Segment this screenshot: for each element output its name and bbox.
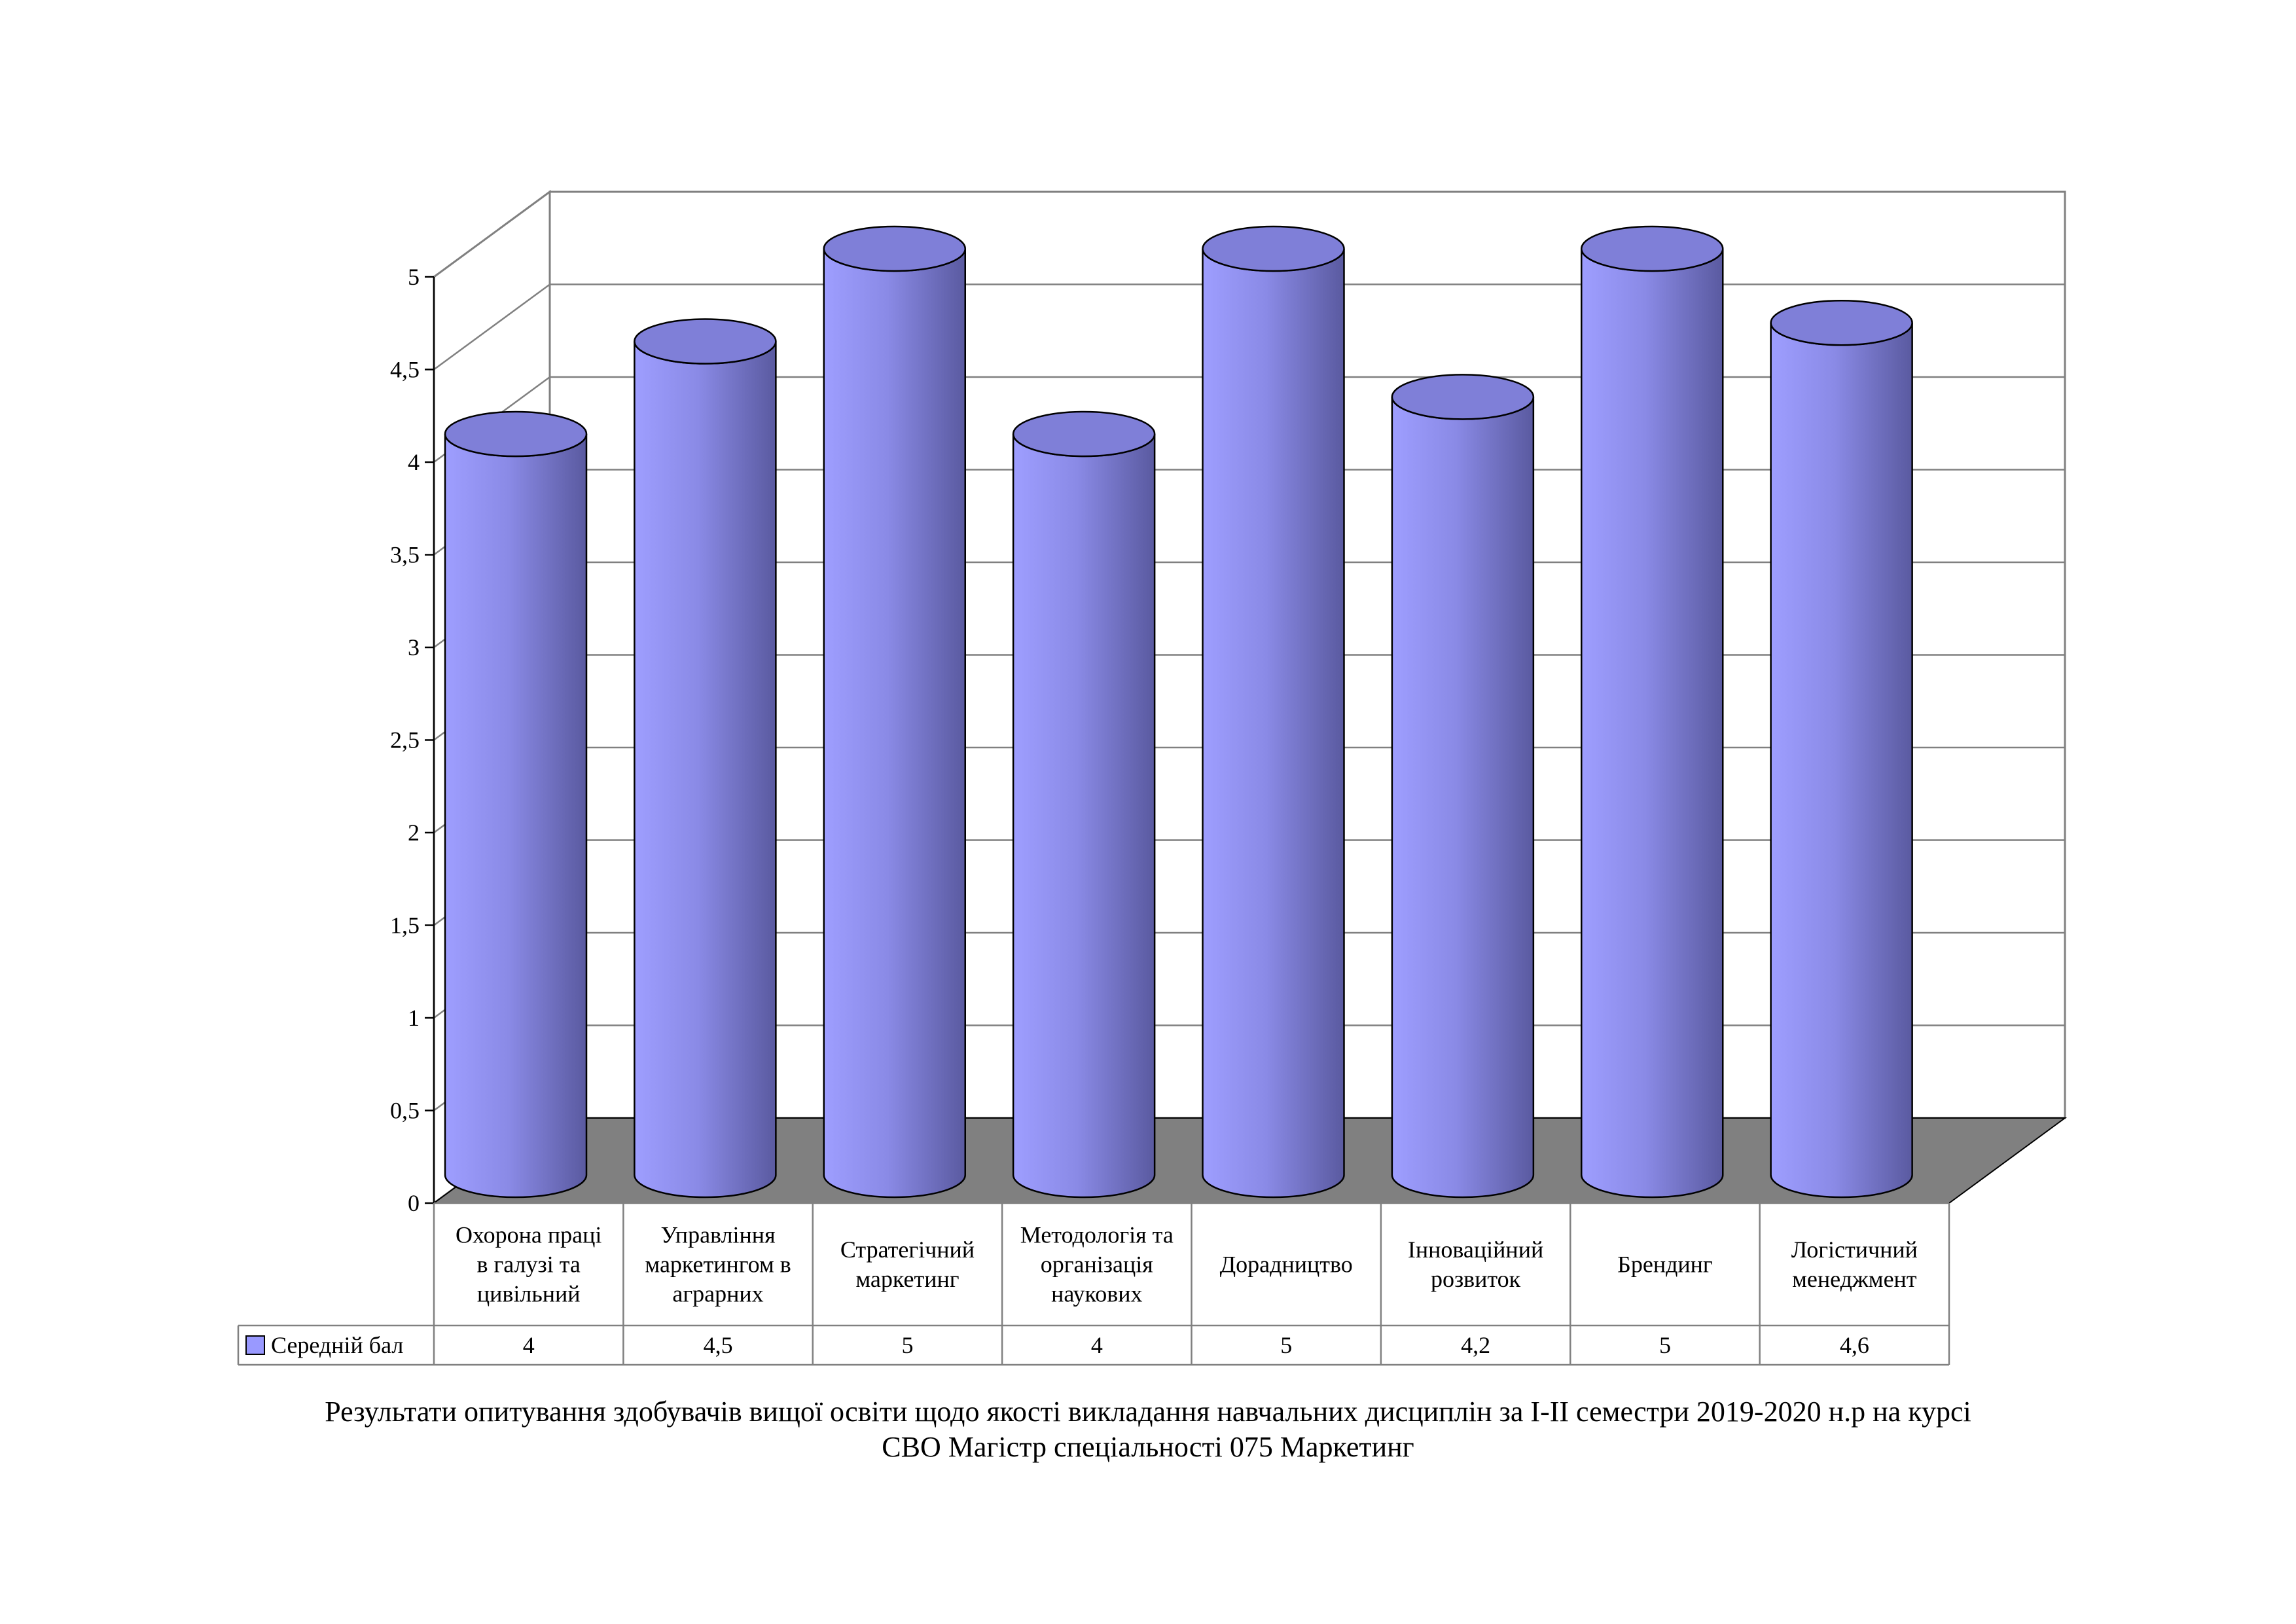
- category-label: Логістичний менеджмент: [1791, 1236, 1918, 1292]
- bar-top: [444, 410, 588, 458]
- y-tick-label: 0: [408, 1190, 420, 1216]
- bar-top: [1581, 225, 1724, 272]
- category-label-line: цивільний: [477, 1281, 581, 1307]
- bar: [1202, 225, 1345, 1199]
- category-label-line: Методологія та: [1020, 1222, 1174, 1248]
- bar: [1770, 299, 1913, 1199]
- category-label: Методологія та організація наукових: [1020, 1222, 1174, 1307]
- bar: [444, 410, 588, 1199]
- y-tick-label: 3,5: [390, 542, 420, 568]
- category-label-line: Інноваційний: [1408, 1236, 1543, 1263]
- y-tick-label: 0,5: [390, 1098, 420, 1124]
- category-label-line: Стратегічний: [840, 1236, 975, 1263]
- category-label: Інноваційний розвиток: [1408, 1236, 1543, 1292]
- y-tick-label: 4: [408, 449, 420, 475]
- data-table: Охорона праці в галузі та цивільний Управлі…: [237, 1202, 1950, 1366]
- caption-line-2: СВО Магістр спеціальності 075 Маркетинг: [882, 1431, 1414, 1463]
- bar-body: [1202, 248, 1345, 1199]
- y-tick-label: 1: [408, 1005, 420, 1031]
- category-label: Охорона праці в галузі та цивільний: [456, 1222, 601, 1307]
- bar-body: [1391, 397, 1535, 1199]
- category-label-line: розвиток: [1431, 1266, 1521, 1292]
- bar-body: [823, 248, 966, 1199]
- category-label-line: аграрних: [672, 1281, 763, 1307]
- data-label: 4: [523, 1332, 535, 1358]
- category-label-line: Управління: [660, 1222, 775, 1248]
- category-label: Управління маркетингом в аграрних: [645, 1222, 791, 1307]
- y-tick-label: 4,5: [390, 357, 420, 383]
- bar: [1581, 225, 1724, 1199]
- data-label: 4,2: [1461, 1332, 1490, 1358]
- caption-line-1: Результати опитування здобувачів вищої о…: [325, 1396, 1971, 1428]
- category-label-line: маркетинг: [855, 1266, 959, 1292]
- side-gridline: [433, 283, 550, 370]
- bar-top: [1770, 299, 1913, 346]
- data-label: 4,5: [704, 1332, 733, 1358]
- bar: [823, 225, 966, 1199]
- bar-body: [1012, 433, 1156, 1199]
- data-label: 5: [901, 1332, 913, 1358]
- y-tick-label: 2,5: [390, 727, 420, 753]
- side-gridline: [433, 190, 550, 278]
- bar-top: [634, 318, 777, 365]
- bar-top: [1391, 374, 1535, 420]
- data-label: 5: [1280, 1332, 1292, 1358]
- bar-body: [1581, 248, 1724, 1199]
- y-tick-label: 3: [408, 634, 420, 660]
- bar-top: [1012, 410, 1156, 458]
- bar-body: [444, 433, 588, 1199]
- category-label-line: Брендинг: [1617, 1252, 1713, 1278]
- category-label: Стратегічний маркетинг: [840, 1236, 975, 1292]
- bar-body: [634, 341, 777, 1199]
- bars: [444, 225, 1913, 1199]
- bar: [1391, 374, 1535, 1199]
- bar-top: [823, 225, 966, 272]
- category-label-line: маркетингом в: [645, 1252, 791, 1278]
- data-label: 4: [1091, 1332, 1103, 1358]
- category-label: Дорадництво: [1220, 1252, 1353, 1278]
- category-label-line: Охорона праці: [456, 1222, 601, 1248]
- y-axis: 0 0,5 1 1,5 2 2,5 3 3,5 4 4,5 5: [390, 264, 435, 1216]
- y-tick-label: 5: [408, 264, 420, 290]
- data-label: 5: [1659, 1332, 1671, 1358]
- category-label-line: наукових: [1051, 1281, 1142, 1307]
- category-label-line: менеджмент: [1792, 1266, 1917, 1292]
- chart-caption: Результати опитування здобувачів вищої о…: [166, 1394, 2130, 1465]
- category-label-line: Дорадництво: [1220, 1252, 1353, 1278]
- legend-swatch: [245, 1335, 265, 1355]
- category-label-line: організація: [1041, 1252, 1153, 1278]
- bar-body: [1770, 323, 1913, 1199]
- y-tick-label: 1,5: [390, 912, 420, 939]
- category-label: Брендинг: [1617, 1252, 1713, 1278]
- data-label: 4,6: [1840, 1332, 1869, 1358]
- bar-top: [1202, 225, 1345, 272]
- bar: [1012, 410, 1156, 1199]
- category-label-line: в галузі та: [476, 1252, 580, 1278]
- y-tick-label: 2: [408, 820, 420, 846]
- category-label-line: Логістичний: [1791, 1236, 1918, 1263]
- legend-label: Середній бал: [271, 1332, 403, 1358]
- bar: [634, 318, 777, 1199]
